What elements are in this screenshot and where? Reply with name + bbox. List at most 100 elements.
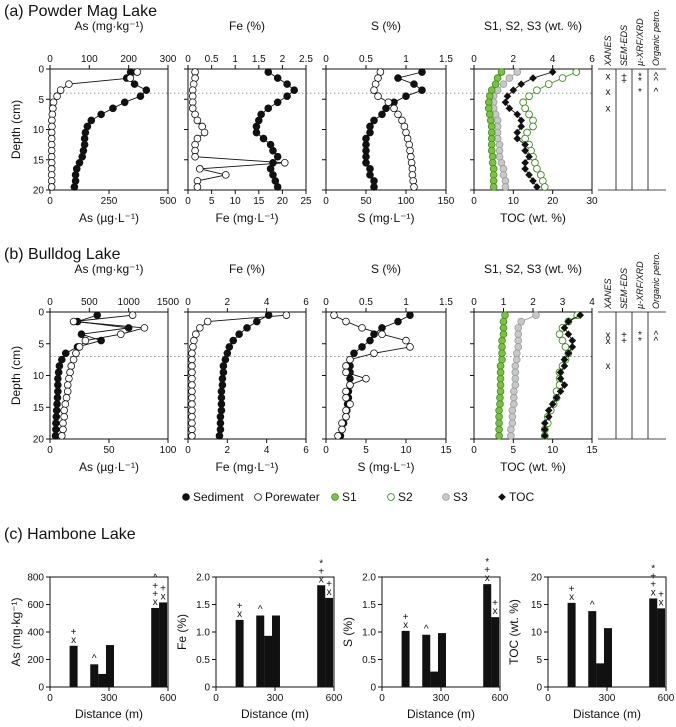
porewater-point	[188, 406, 196, 415]
porewater-series-line	[61, 314, 145, 436]
method-mark: ^	[654, 76, 659, 87]
toc-point	[552, 393, 561, 402]
bottom-tick-label: 50	[103, 445, 115, 456]
bar-method-mark: ^	[590, 600, 595, 611]
sediment-point	[52, 406, 61, 415]
bar-method-mark: x	[319, 574, 324, 585]
sediment-point	[217, 406, 226, 415]
sediment-point	[273, 183, 282, 191]
porewater-point	[63, 387, 72, 396]
bar	[317, 585, 326, 687]
s1-point	[331, 493, 339, 501]
porewater-point	[188, 412, 196, 421]
toc-point	[509, 86, 518, 94]
top-axis-label: As (mg·kg⁻¹)	[75, 262, 144, 276]
method-column-header: SEM-EDS	[619, 268, 629, 309]
porewater-point	[402, 336, 410, 345]
x-tick-label: 300	[101, 693, 118, 704]
top-tick-label: 0.5	[205, 54, 219, 65]
sediment-point	[70, 183, 79, 191]
top-tick-label: 2	[280, 54, 286, 65]
sediment-point	[362, 158, 370, 167]
porewater-point	[374, 92, 382, 101]
bar-method-mark: +	[237, 601, 243, 612]
bottom-tick-label: 10	[230, 196, 242, 207]
bottom-tick-label: 15	[253, 196, 265, 207]
sediment-point	[217, 400, 226, 408]
s1-point	[496, 381, 505, 389]
s2-point	[555, 330, 564, 339]
section-hambone-lake: (c) Hambone Lake x+^x++^x+02004006008000…	[4, 526, 675, 721]
bottom-axis-label: As (µg·L⁻¹)	[79, 211, 139, 225]
bottom-tick-label: 150	[438, 196, 455, 207]
sediment-point	[142, 86, 151, 94]
porewater-point	[188, 425, 196, 434]
method-mark: x	[606, 71, 611, 82]
y-tick-label: 15	[33, 155, 45, 166]
porewater-point	[221, 171, 230, 179]
sediment-point	[223, 349, 232, 358]
top-tick-label: 1500	[157, 297, 180, 308]
toc-point	[564, 330, 573, 339]
bar	[98, 673, 107, 687]
top-tick-label: 1	[403, 297, 409, 308]
bar	[235, 619, 244, 687]
sediment-point	[52, 425, 60, 434]
bottom-axis-label: S (mg·L⁻¹)	[358, 211, 415, 225]
y-tick-label: 0	[536, 683, 542, 694]
y-tick-label: 600	[27, 600, 44, 611]
method-mark: *	[638, 330, 642, 341]
toc-point	[556, 368, 565, 377]
porewater-point	[342, 387, 350, 396]
sediment-point	[53, 400, 61, 408]
toc-point	[560, 355, 569, 364]
porewater-point	[72, 349, 80, 358]
porewater-point	[370, 349, 378, 358]
y-axis-label: Depth (cm)	[9, 100, 23, 159]
y-tick-label: 15	[33, 403, 45, 414]
bottom-tick-label: 500	[160, 196, 177, 207]
sediment-point	[77, 330, 86, 339]
bar	[159, 602, 168, 687]
top-tick-label: 0	[47, 297, 53, 308]
section-title: (b) Bulldog Lake	[4, 246, 121, 263]
method-column-header: XANES	[603, 278, 613, 310]
porewater-point	[330, 311, 338, 319]
sediment-point	[55, 362, 64, 370]
porewater-point	[188, 362, 196, 370]
top-tick-label: 4	[550, 54, 556, 65]
bottom-tick-label: 5	[209, 196, 215, 207]
sediment-point	[402, 92, 410, 101]
bottom-tick-label: 5	[363, 445, 369, 456]
porewater-point	[190, 336, 198, 345]
sediment-point	[130, 80, 139, 88]
s1-point	[495, 406, 503, 415]
method-column-header: XANES	[603, 35, 613, 67]
bar	[151, 607, 160, 687]
porewater-point	[63, 381, 72, 389]
bottom-tick-label: 100	[398, 196, 415, 207]
sediment-point	[87, 116, 96, 125]
toc-point	[541, 425, 549, 434]
porewater-point	[346, 400, 354, 408]
s1-point	[496, 368, 505, 377]
s3-point	[532, 311, 540, 319]
s1-point	[499, 330, 508, 339]
top-tick-label: 1	[232, 54, 238, 65]
toc-point	[556, 387, 565, 396]
y-tick-label: 20	[531, 573, 543, 584]
sediment-point	[219, 362, 228, 370]
toc-point	[541, 419, 549, 427]
porewater-point	[69, 355, 78, 364]
bar	[271, 615, 280, 687]
bar	[483, 584, 492, 687]
sediment-point	[218, 374, 227, 383]
s2-point	[544, 80, 553, 88]
bar-method-mark: +	[326, 579, 332, 590]
bottom-tick-label: 250	[101, 196, 118, 207]
s1-point	[495, 419, 503, 427]
bottom-tick-label: 25	[300, 196, 312, 207]
porewater-point	[65, 80, 73, 88]
bottom-tick-label: 6	[303, 445, 309, 456]
